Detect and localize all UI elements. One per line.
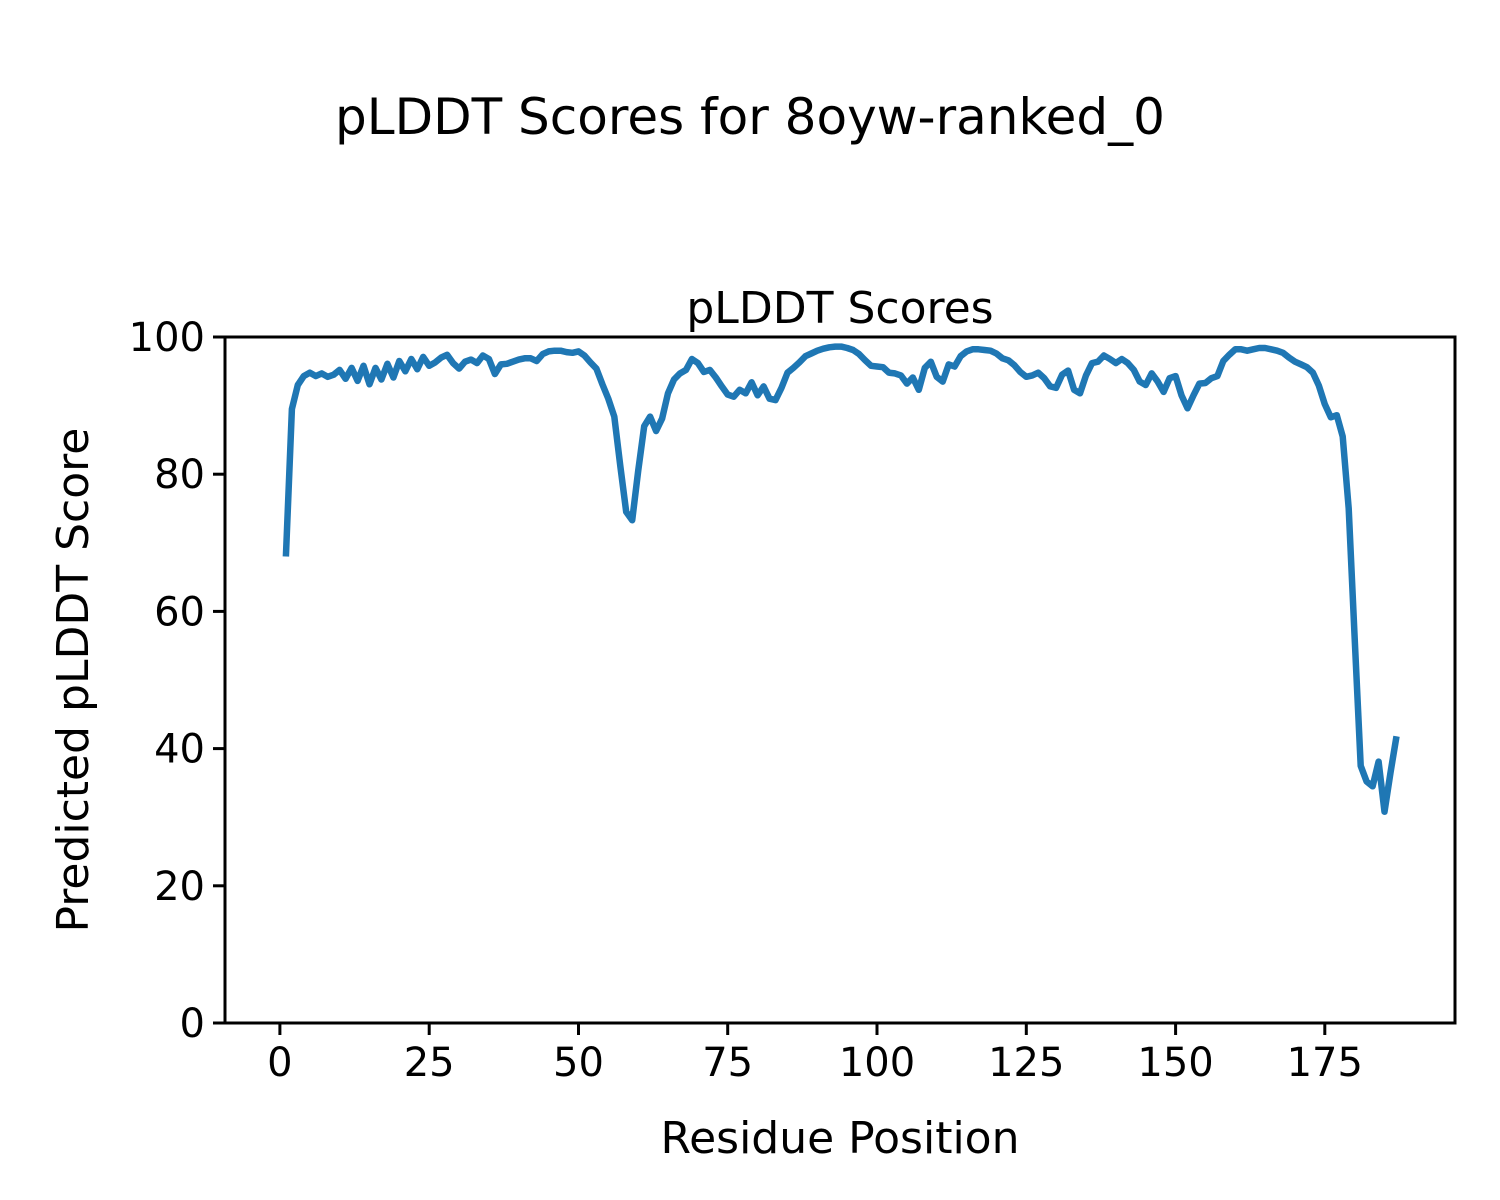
y-tick-label: 100: [129, 315, 205, 361]
x-tick-label: 25: [404, 1040, 455, 1086]
y-tick-label: 0: [180, 1001, 205, 1047]
x-axis-label: Residue Position: [660, 1113, 1020, 1164]
y-tick-label: 60: [154, 589, 205, 635]
plddt-line: [282, 343, 1400, 815]
x-tick-label: 75: [702, 1040, 753, 1086]
y-tick-label: 20: [154, 864, 205, 910]
x-tick-label: 0: [267, 1040, 292, 1086]
figure-title: pLDDT Scores for 8oyw-ranked_0: [335, 88, 1165, 146]
x-tick-label: 175: [1287, 1040, 1363, 1086]
y-axis-label: Predicted pLDDT Score: [48, 427, 99, 933]
axes-title: pLDDT Scores: [686, 283, 994, 334]
x-tick-label: 150: [1137, 1040, 1213, 1086]
axes-frame: [223, 335, 1457, 1025]
y-tick-label: 40: [154, 727, 205, 773]
x-tick-label: 125: [988, 1040, 1064, 1086]
x-tick-label: 50: [553, 1040, 604, 1086]
y-tick-label: 80: [154, 452, 205, 498]
x-tick-label: 100: [839, 1040, 915, 1086]
